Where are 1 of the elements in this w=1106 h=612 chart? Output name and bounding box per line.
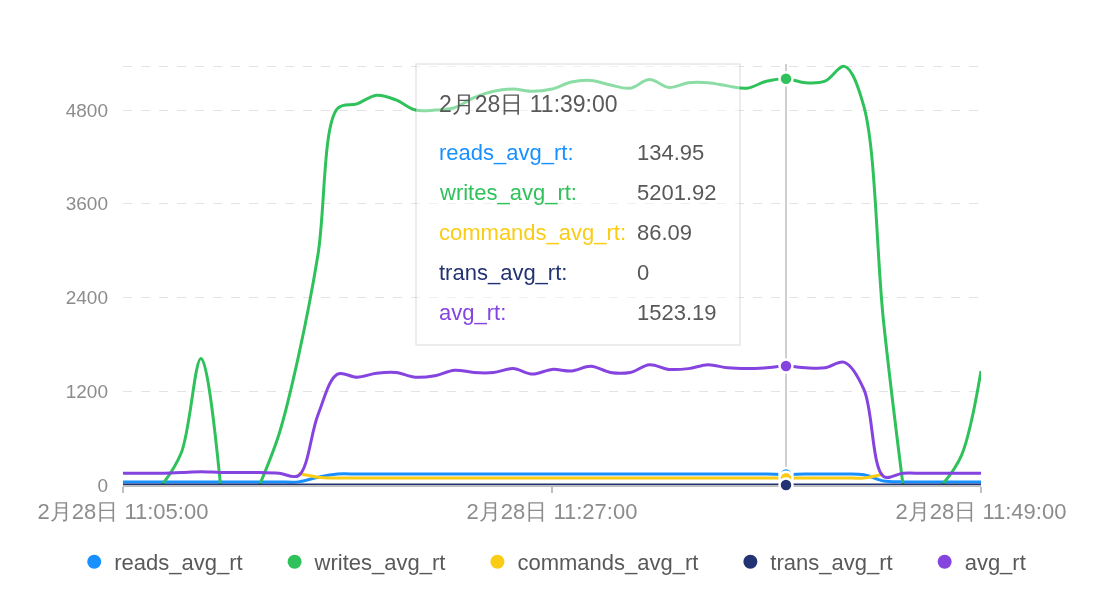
point [778, 70, 794, 87]
